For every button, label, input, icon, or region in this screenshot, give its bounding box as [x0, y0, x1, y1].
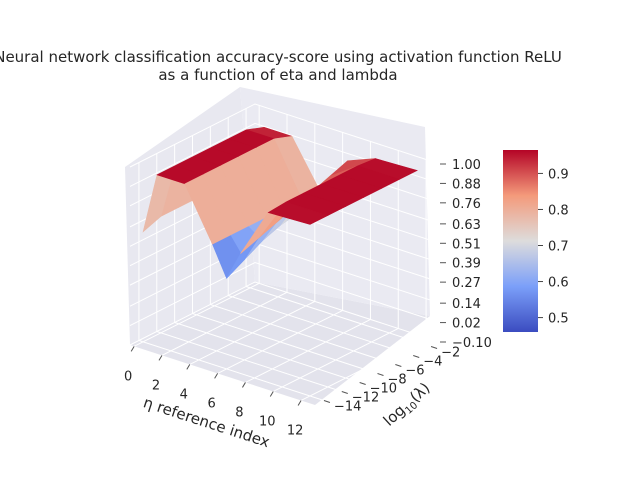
x-tick-label: 8: [235, 405, 243, 420]
grid-line: [129, 103, 441, 168]
y-tick-label: −14: [334, 400, 361, 415]
x-tick-label: 0: [124, 369, 132, 384]
y-tick-label: −8: [388, 373, 407, 388]
z-tick-label: 1.00: [452, 158, 481, 173]
y-tick-mark: [395, 364, 402, 367]
y-tick-mark: [359, 382, 366, 385]
surface-mesh: [142, 126, 418, 279]
y-tick-mark: [323, 400, 331, 403]
y-tick-label: −6: [405, 364, 424, 379]
y-tick-label: −2: [441, 346, 460, 361]
bottom-pane: [130, 282, 430, 405]
x-tick-mark: [186, 364, 191, 370]
colorbar-tick-label: 0.6: [548, 276, 569, 291]
z-tick-label: 0.14: [452, 297, 481, 312]
colorbar: [503, 150, 538, 332]
x-tick-mark: [297, 400, 302, 406]
colorbar-tick-label: 0.8: [548, 203, 569, 218]
z-tick-label: 0.51: [452, 237, 481, 252]
x-tick-label: 2: [152, 378, 160, 393]
x-tick-mark: [130, 346, 135, 352]
y-tick-mark: [377, 373, 384, 376]
x-tick-label: 6: [207, 396, 215, 411]
z-tick-label: 0.39: [452, 257, 481, 272]
x-tick-label: 12: [287, 423, 304, 438]
x-tick-label: 10: [259, 414, 276, 429]
grid-line: [129, 281, 441, 346]
y-tick-label: −10: [370, 382, 397, 397]
z-tick-label: 0.63: [452, 218, 481, 233]
y-tick-label: −4: [423, 355, 442, 370]
x-tick-mark: [242, 382, 246, 388]
y-tick-mark: [413, 355, 420, 358]
z-tick-label: 0.02: [452, 317, 481, 332]
axis-ticks: 0 2 4 6 8 10 12 −14−12−10−8−6−4−2−0.10 0.02 0.14 0…: [124, 158, 492, 438]
surface-patch: [267, 201, 329, 225]
chart-title-line1: Neural network classification accuracy-s…: [0, 48, 562, 66]
x-tick-mark: [214, 373, 219, 379]
x-tick-label: 4: [180, 387, 188, 402]
z-tick-label: 0.27: [452, 276, 481, 291]
z-tick-label: −0.10: [452, 336, 492, 351]
colorbar-ticks: 0.5 0.6 0.7 0.8 0.9: [538, 167, 569, 327]
chart-title-line2: as a function of eta and lambda: [158, 66, 397, 84]
x-tick-mark: [158, 355, 163, 361]
z-tick-label: 0.88: [452, 177, 481, 192]
y-tick-label: −12: [352, 391, 379, 406]
y-tick-mark: [430, 346, 438, 349]
x-tick-mark: [269, 391, 274, 397]
colorbar-tick-label: 0.7: [548, 240, 569, 255]
y-tick-mark: [341, 391, 348, 394]
colorbar-tick-label: 0.9: [548, 167, 569, 182]
z-tick-label: 0.76: [452, 197, 481, 212]
colorbar-tick-label: 0.5: [548, 312, 569, 327]
grid-line: [129, 262, 441, 327]
